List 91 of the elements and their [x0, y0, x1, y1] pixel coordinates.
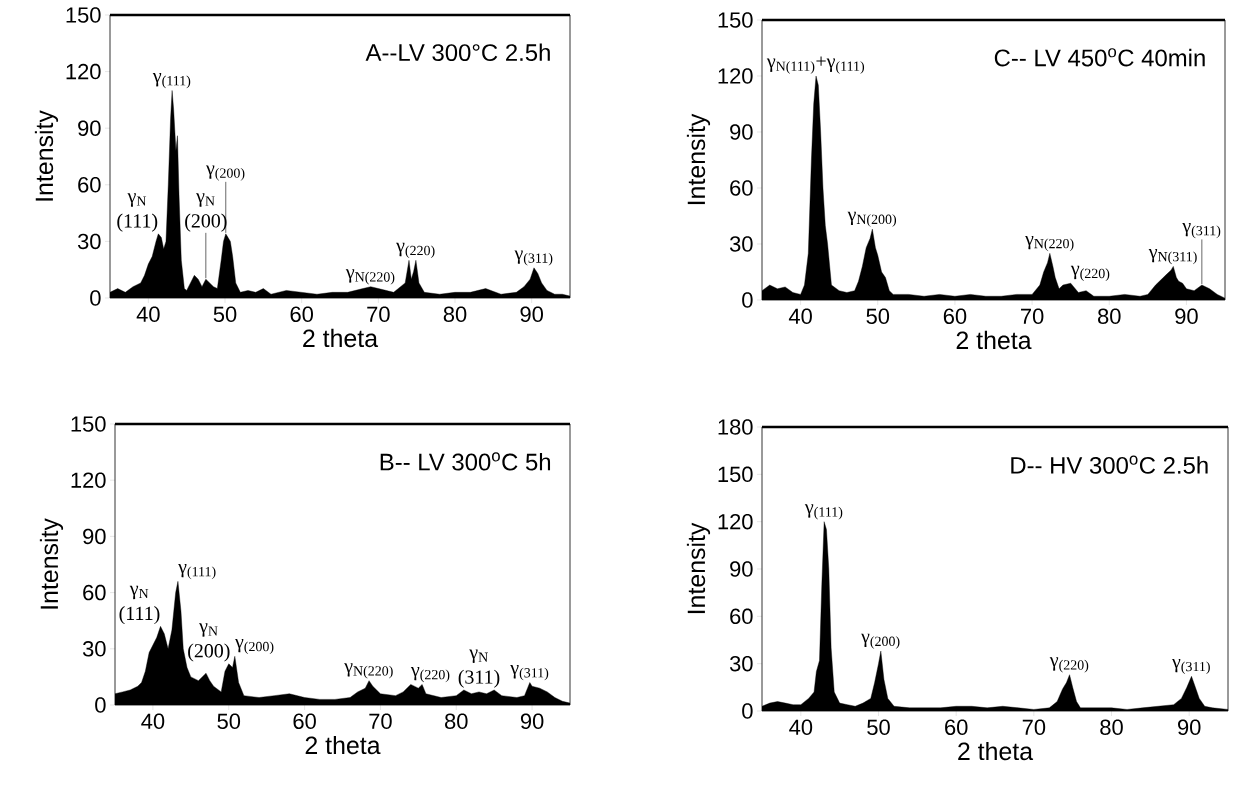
y-tick-label: 90: [730, 124, 753, 140]
annotation: γ$_{(311)}$: [1171, 658, 1210, 675]
x-tick-label: 50: [866, 308, 890, 325]
annotation: (200): [188, 643, 230, 662]
x-tick-label: 40: [136, 306, 160, 323]
annotation: γ$_{N}$: [127, 193, 147, 207]
y-tick-label: 30: [77, 233, 101, 250]
x-tick-label: 60: [943, 308, 967, 325]
annotation: γ$_{(220)}$: [1049, 657, 1089, 673]
annotation: γ$_{N(220)}$: [345, 269, 395, 285]
y-tick-label: 90: [730, 561, 753, 577]
y-axis-title: Intensity: [686, 522, 711, 614]
annotation: γ$_{N(220)}$: [1025, 235, 1074, 252]
y-tick-label: 60: [78, 177, 101, 193]
y-tick-label: 150: [718, 12, 753, 28]
annotation: γ$_{N(111)}$+γ$_{(111)}$: [766, 56, 865, 74]
annotation: γ$_{(200)}$: [205, 165, 245, 181]
annotation: γ$_{(220)}$: [410, 666, 450, 683]
x-tick-label: 70: [1022, 719, 1046, 736]
text: B-- LV 300$^{o}$C 5h: [380, 452, 551, 471]
y-tick-label: 120: [66, 63, 101, 80]
text: C-- LV 450$^{o}$C 40min: [994, 48, 1205, 67]
annotation: γ$_{N}$: [196, 193, 215, 207]
y-tick-label: 180: [718, 419, 753, 435]
annotation: γ$_{(111)}$: [178, 563, 216, 580]
annotation: (111): [117, 213, 158, 232]
annotation: γ$_{(200)}$: [234, 638, 274, 655]
y-tick-label: 90: [83, 528, 106, 545]
annotation: γ$_{N(220)}$: [344, 663, 393, 679]
x-tick-label: 70: [367, 306, 390, 323]
annotation: γ$_{N}$: [469, 649, 488, 663]
x-tick-label: 60: [293, 713, 316, 730]
y-tick-label: 30: [729, 655, 753, 672]
y-tick-label: 90: [78, 120, 101, 136]
text: A--LV 300°C 2.5h: [365, 43, 550, 62]
x-tick-label: 90: [1175, 308, 1198, 325]
x-tick-label: 80: [443, 306, 467, 323]
y-tick-label: 60: [730, 608, 753, 625]
x-tick-label: 60: [945, 719, 968, 736]
y-tick-label: 60: [83, 584, 106, 601]
x-tick-label: 70: [1021, 308, 1044, 325]
x-axis-title: 2 theta: [958, 741, 1034, 761]
annotation: γ$_{(311)}$: [514, 250, 553, 266]
y-axis-title: Intensity: [34, 110, 59, 201]
y-tick-label: 0: [95, 697, 106, 713]
x-tick-label: 50: [867, 719, 890, 736]
annotation: γ$_{(311)}$: [510, 665, 549, 681]
x-tick-label: 90: [1178, 719, 1201, 736]
y-tick-label: 0: [90, 290, 101, 306]
x-tick-label: 50: [213, 306, 237, 323]
x-tick-label: 70: [369, 713, 392, 730]
x-tick-label: 90: [520, 306, 543, 323]
annotation: γ$_{(220)}$: [1070, 265, 1110, 281]
y-axis-title: Intensity: [39, 518, 64, 609]
x-tick-label: 60: [290, 306, 313, 323]
y-axis-title: Intensity: [686, 113, 711, 205]
annotation: γ$_{(220)}$: [396, 242, 435, 259]
y-tick-label: 150: [718, 466, 753, 483]
x-axis-title: 2 theta: [956, 330, 1032, 350]
x-tick-label: 80: [1098, 308, 1121, 325]
annotation: (200): [185, 213, 227, 232]
x-axis-title: 2 theta: [303, 328, 379, 348]
annotation: γ$_{(111)}$: [152, 73, 191, 89]
x-tick-label: 50: [217, 713, 241, 730]
annotation: γ$_{(111)}$: [804, 504, 843, 520]
y-tick-label: 120: [71, 472, 106, 488]
annotation: γ$_{(200)}$: [861, 633, 900, 649]
x-tick-label: 40: [789, 719, 813, 736]
annotation: (311): [458, 669, 500, 688]
x-tick-label: 40: [141, 713, 165, 730]
annotation: (111): [119, 606, 160, 625]
y-tick-label: 0: [742, 292, 753, 308]
x-tick-label: 90: [520, 713, 544, 730]
y-tick-label: 120: [718, 68, 753, 84]
x-tick-label: 80: [1100, 719, 1123, 736]
x-tick-label: 40: [788, 308, 812, 325]
annotation: γ$_{N(200)}$: [847, 211, 897, 227]
x-axis-title: 2 theta: [305, 735, 381, 755]
y-tick-label: 0: [742, 703, 753, 719]
annotation: γ$_{N(311)}$: [1148, 248, 1197, 265]
annotation: γ$_{N}$: [199, 623, 218, 637]
y-tick-label: 150: [66, 7, 101, 23]
y-tick-label: 30: [82, 641, 106, 657]
x-tick-label: 80: [445, 713, 468, 730]
annotation: γ$_{N}$: [129, 585, 149, 600]
annotation: γ$_{(311)}$: [1182, 222, 1221, 239]
y-tick-label: 30: [729, 236, 753, 252]
y-tick-label: 60: [730, 180, 753, 196]
y-tick-label: 120: [718, 513, 753, 530]
text: D-- HV 300$^{o}$C 2.5h: [1011, 455, 1208, 474]
y-tick-label: 150: [71, 416, 106, 432]
